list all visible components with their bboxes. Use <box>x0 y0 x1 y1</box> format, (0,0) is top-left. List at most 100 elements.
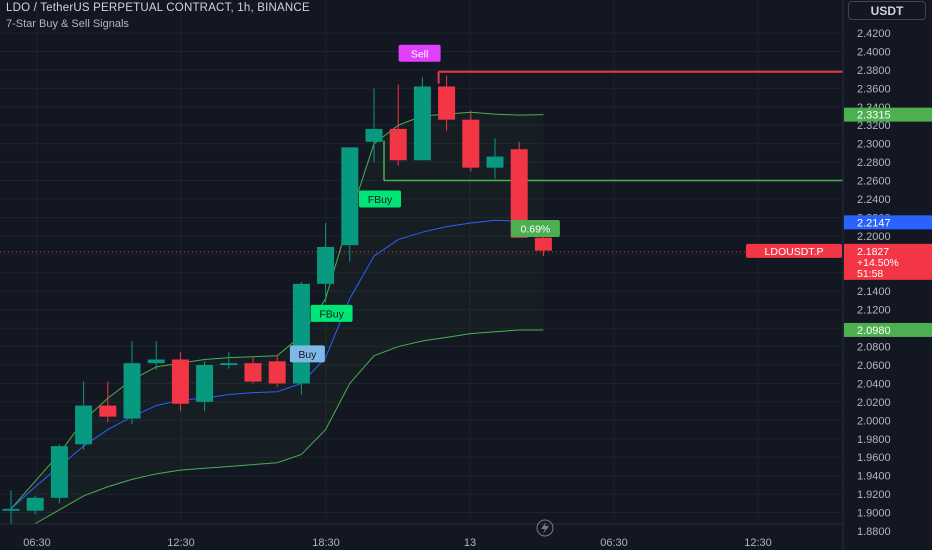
candle[interactable] <box>196 361 214 412</box>
chart-title: LDO / TetherUS PERPETUAL CONTRACT, 1h, B… <box>6 2 310 14</box>
current-price-text: +14.50% <box>857 257 899 269</box>
candle-body <box>99 405 117 417</box>
signal-box <box>289 345 325 363</box>
currency-button[interactable]: USDT <box>848 1 926 20</box>
candle[interactable] <box>99 381 117 423</box>
candle[interactable] <box>75 381 93 450</box>
y-tick-label: 1.9400 <box>857 471 891 483</box>
candle-body <box>268 361 286 384</box>
signal-label[interactable]: 0.69% <box>510 220 560 238</box>
y-tick-label: 2.3800 <box>857 65 891 77</box>
symbol-tag-text: LDOUSDT.P <box>765 246 824 258</box>
lower-band-line <box>10 329 544 541</box>
candle[interactable] <box>462 110 480 172</box>
flash-icon[interactable] <box>536 519 554 537</box>
signal-text: Buy <box>298 349 317 361</box>
sma-line <box>10 219 544 510</box>
candle-body <box>341 147 359 246</box>
candle-body <box>147 359 165 364</box>
signal-text: Sell <box>411 48 429 60</box>
flash-icon-ring <box>536 519 554 537</box>
candle-body <box>196 365 214 402</box>
current-price-box <box>844 243 932 280</box>
candle-body <box>50 446 68 498</box>
candle[interactable] <box>123 341 141 425</box>
y-tick-label: 2.2400 <box>857 194 891 206</box>
indicator-name[interactable]: 7-Star Buy & Sell Signals <box>6 18 129 30</box>
candle-body <box>171 359 189 404</box>
candle-body <box>438 86 456 120</box>
signal-box <box>510 220 560 238</box>
candle[interactable] <box>389 84 407 166</box>
price-label-box <box>844 107 932 122</box>
candle[interactable] <box>268 355 286 388</box>
signal-label[interactable]: Sell <box>398 44 441 62</box>
y-tick-label: 1.9800 <box>857 434 891 446</box>
y-tick-label: 2.2800 <box>857 157 891 169</box>
flash-icon-bolt <box>541 522 549 534</box>
x-tick-label: 06:30 <box>600 537 628 549</box>
price-label-text: 2.2147 <box>857 217 891 229</box>
x-tick-label: 18:30 <box>312 537 340 549</box>
candle[interactable] <box>50 444 68 504</box>
candle-body <box>486 156 504 168</box>
candle[interactable] <box>147 341 165 370</box>
candle-body <box>462 119 480 168</box>
signal-text: FBuy <box>368 194 393 206</box>
current-price-text: 2.1827 <box>857 246 889 258</box>
candle-body <box>123 363 141 419</box>
candle[interactable] <box>26 495 44 515</box>
candle[interactable] <box>341 147 359 262</box>
candle-body <box>534 237 552 251</box>
y-tick-label: 2.0800 <box>857 342 891 354</box>
signal-label[interactable]: Buy <box>289 345 325 363</box>
x-tick-label: 12:30 <box>167 537 195 549</box>
candle-body <box>510 149 528 238</box>
x-tick-label: 13 <box>464 537 476 549</box>
candle[interactable] <box>244 357 262 384</box>
x-tick-label: 12:30 <box>744 537 772 549</box>
price-label-box <box>844 215 932 230</box>
candle[interactable] <box>292 282 310 395</box>
grid <box>0 0 843 532</box>
candle-body <box>26 497 44 511</box>
price-label-text: 2.0980 <box>857 325 891 337</box>
y-tick-label: 1.9600 <box>857 452 891 464</box>
time-axis[interactable]: 06:30 12:30 18:30 13 06:30 12:30 <box>0 523 843 550</box>
signal-label[interactable]: FBuy <box>310 304 353 322</box>
candle-body <box>244 363 262 382</box>
candle[interactable] <box>486 138 504 179</box>
price-label-text: 2.3315 <box>857 110 891 122</box>
signal-box <box>359 190 401 208</box>
candle[interactable] <box>171 352 189 412</box>
y-tick-label: 1.8800 <box>857 526 891 538</box>
price-axis[interactable]: 2.42002.40002.38002.36002.34002.32002.30… <box>843 0 932 550</box>
signal-label[interactable]: FBuy <box>359 190 401 208</box>
candle-body <box>2 508 20 511</box>
candle-body <box>75 405 93 445</box>
y-tick-label: 2.4200 <box>857 28 891 40</box>
price-label-box <box>844 322 932 337</box>
y-tick-label: 1.9000 <box>857 508 891 520</box>
candle-body <box>365 128 383 142</box>
y-tick-label: 2.3600 <box>857 83 891 95</box>
candle[interactable] <box>365 88 383 163</box>
y-tick-label: 2.1200 <box>857 305 891 317</box>
candle[interactable] <box>317 222 335 303</box>
time-axis-bg <box>0 524 843 550</box>
x-tick-label: 06:30 <box>23 537 51 549</box>
y-tick-label: 2.0400 <box>857 378 891 390</box>
candle[interactable] <box>413 77 431 161</box>
y-tick-label: 2.3200 <box>857 120 891 132</box>
symbol-tag <box>746 243 842 258</box>
candle[interactable] <box>438 75 456 131</box>
candle[interactable] <box>220 352 238 369</box>
candle-body <box>413 86 431 161</box>
y-tick-label: 2.0000 <box>857 415 891 427</box>
y-tick-label: 2.4000 <box>857 46 891 58</box>
y-tick-label: 2.2000 <box>857 231 891 243</box>
signal-text: 0.69% <box>521 224 551 236</box>
y-tick-label: 1.9200 <box>857 489 891 501</box>
y-tick-label: 2.2600 <box>857 176 891 188</box>
